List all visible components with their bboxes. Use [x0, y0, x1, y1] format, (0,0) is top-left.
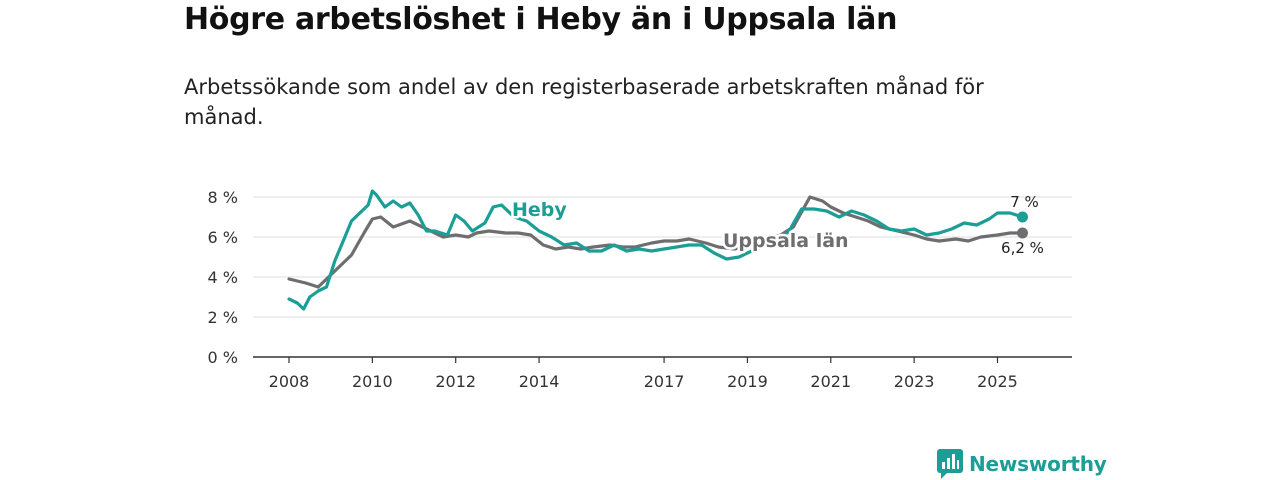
end-label-heby: 7 % — [1010, 193, 1039, 211]
x-tick-label: 2025 — [977, 372, 1018, 391]
series-line-uppsala-län — [287, 195, 1025, 289]
y-tick-label: 4 % — [208, 268, 238, 287]
x-tick-label: 2019 — [727, 372, 768, 391]
chart-title: Högre arbetslöshet i Heby än i Uppsala l… — [184, 2, 898, 37]
series-label-uppsala-lan: Uppsala län — [723, 230, 849, 252]
series-line-heby — [287, 189, 1025, 311]
y-tick-label: 0 % — [208, 348, 238, 367]
x-tick-label: 2021 — [810, 372, 851, 391]
y-tick-label: 6 % — [208, 228, 238, 247]
line-chart: 0 % 2 % 4 % 6 % 8 % 2008 2010 2012 2014 2017 2019 2… — [208, 188, 1072, 391]
x-tick-label: 2023 — [894, 372, 935, 391]
end-point-heby — [1016, 211, 1028, 223]
brand-name: Newsworthy — [969, 452, 1107, 476]
chart-subtitle: Arbetssökande som andel av den registerb… — [184, 75, 984, 129]
x-tick-label: 2012 — [435, 372, 476, 391]
newsworthy-logo-icon — [937, 449, 963, 479]
end-label-uppsala-lan: 6,2 % — [1001, 239, 1044, 257]
x-tick-label: 2017 — [644, 372, 685, 391]
y-tick-label: 2 % — [208, 308, 238, 327]
x-tick-label: 2014 — [519, 372, 560, 391]
x-tick-label: 2008 — [269, 372, 310, 391]
brand-logo: Newsworthy — [937, 449, 1107, 479]
end-point-uppsala-län — [1016, 227, 1028, 239]
x-tick-label: 2010 — [352, 372, 393, 391]
y-tick-label: 8 % — [208, 188, 238, 207]
series-label-heby: Heby — [512, 199, 567, 221]
